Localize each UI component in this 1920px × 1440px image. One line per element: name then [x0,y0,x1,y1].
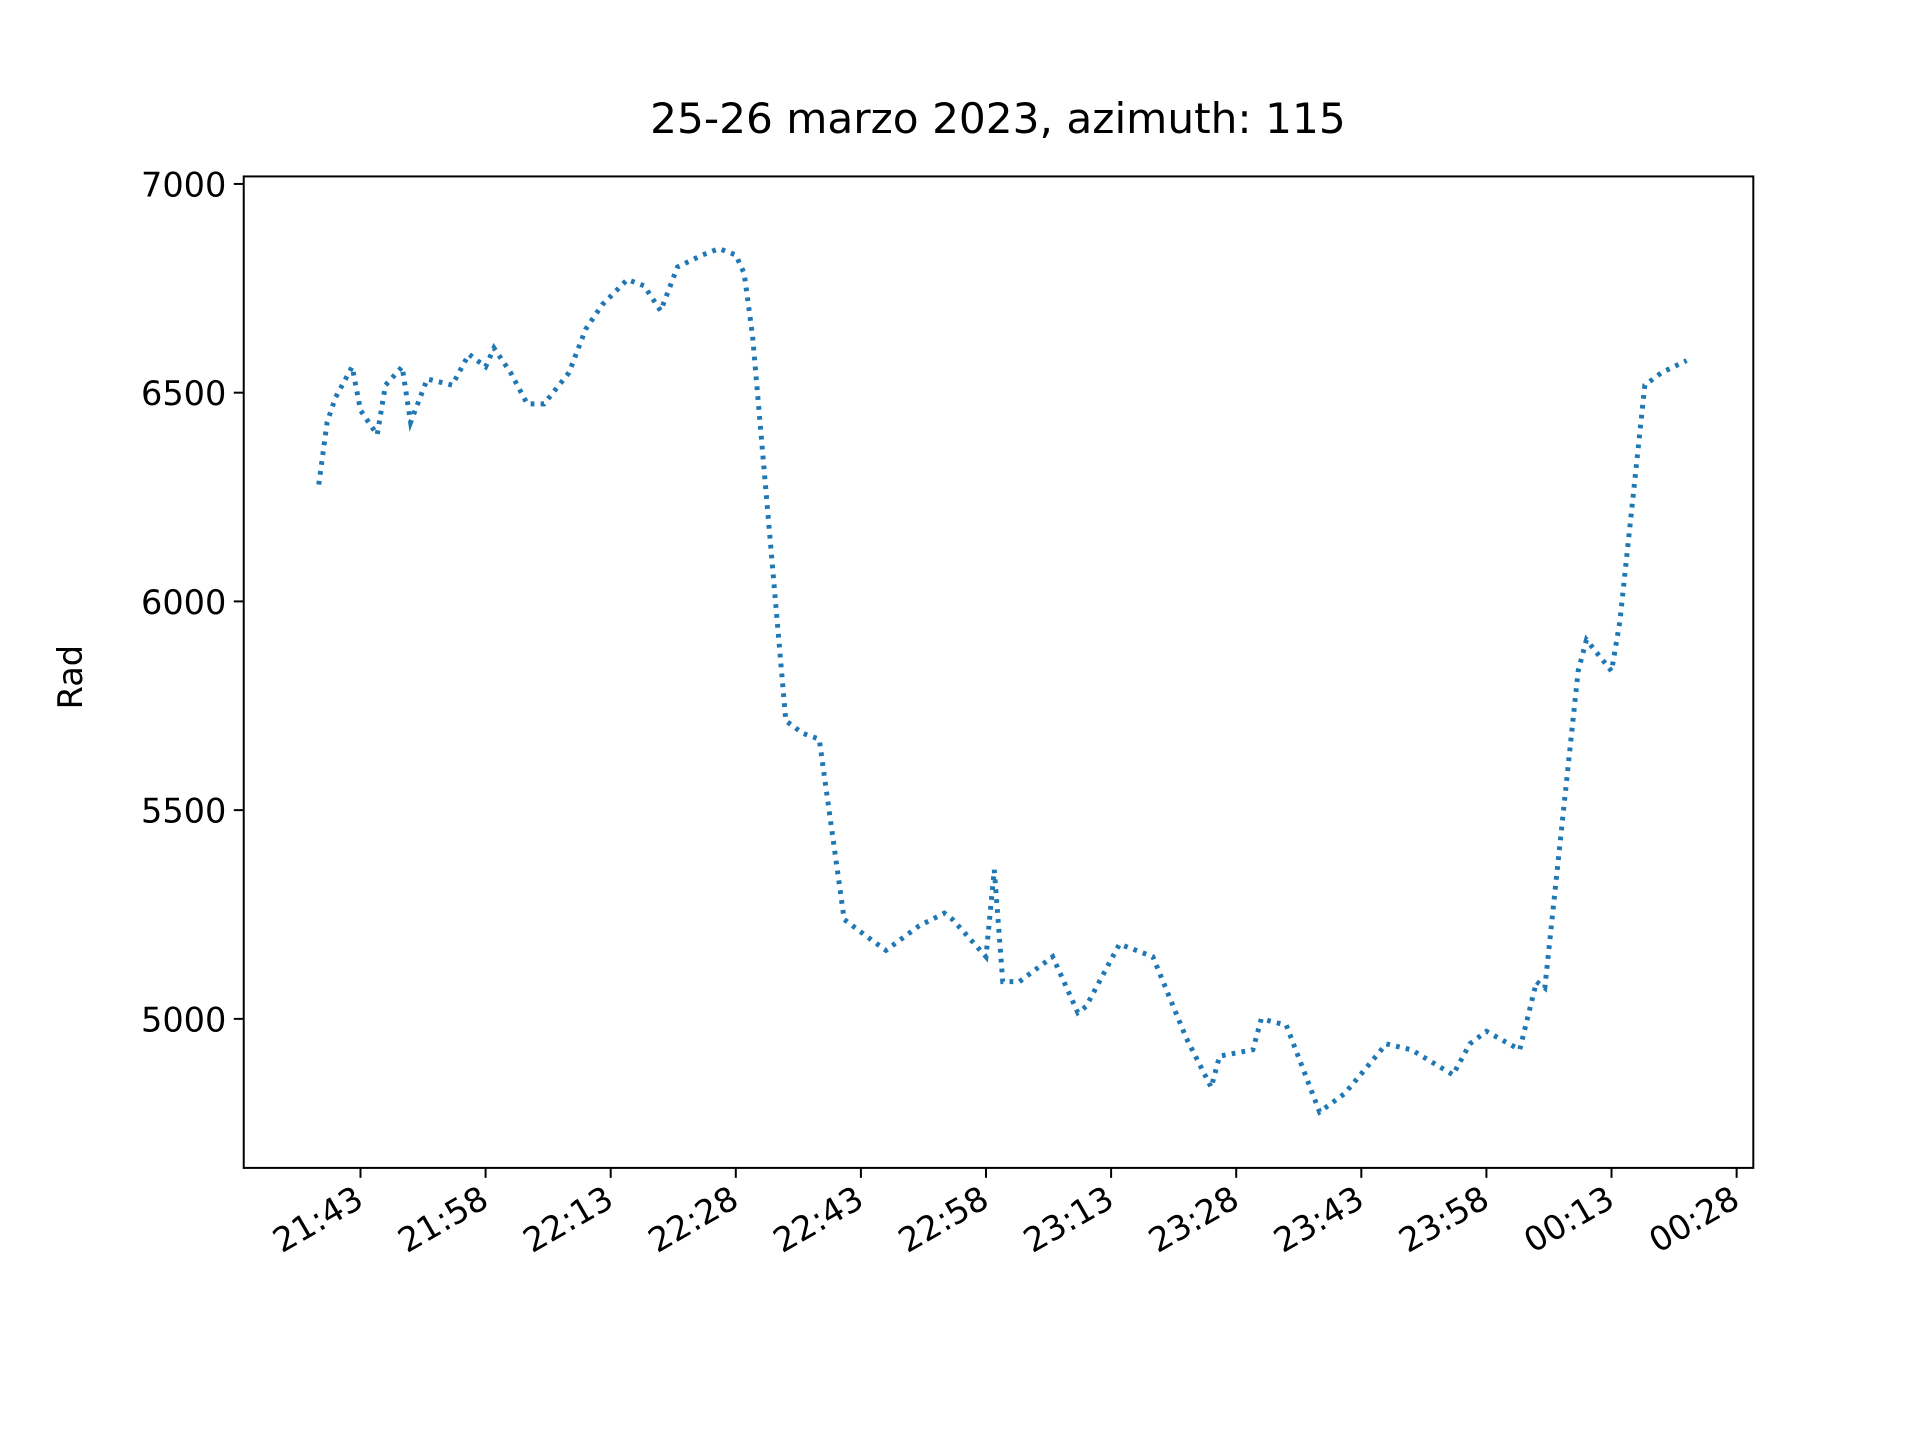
y-tick-label: 5500 [141,792,226,831]
x-tick-label: 21:58 [391,1178,494,1260]
x-tick-label: 00:13 [1517,1178,1620,1260]
x-tick-label: 22:43 [767,1178,870,1260]
x-tick-label: 21:43 [266,1178,369,1260]
x-tick-label: 22:58 [892,1178,995,1260]
y-tick-label: 6000 [141,583,226,622]
x-tick-label: 22:13 [516,1178,619,1260]
chart-title: 25-26 marzo 2023, azimuth: 115 [650,94,1346,143]
data-line [316,245,1688,1116]
y-axis-label: Rad [51,645,90,709]
plot-frame [242,175,1755,1169]
x-tick-label: 23:13 [1017,1178,1120,1260]
x-tick-label: 00:28 [1642,1178,1745,1260]
x-tick-label: 23:28 [1142,1178,1245,1260]
x-tick-label: 22:28 [642,1178,745,1260]
x-tick-label: 23:43 [1267,1178,1370,1260]
y-tick-label: 7000 [141,165,226,204]
x-tick-label: 23:58 [1392,1178,1495,1260]
y-tick-label: 6500 [141,374,226,413]
y-tick-label: 5000 [141,1000,226,1039]
